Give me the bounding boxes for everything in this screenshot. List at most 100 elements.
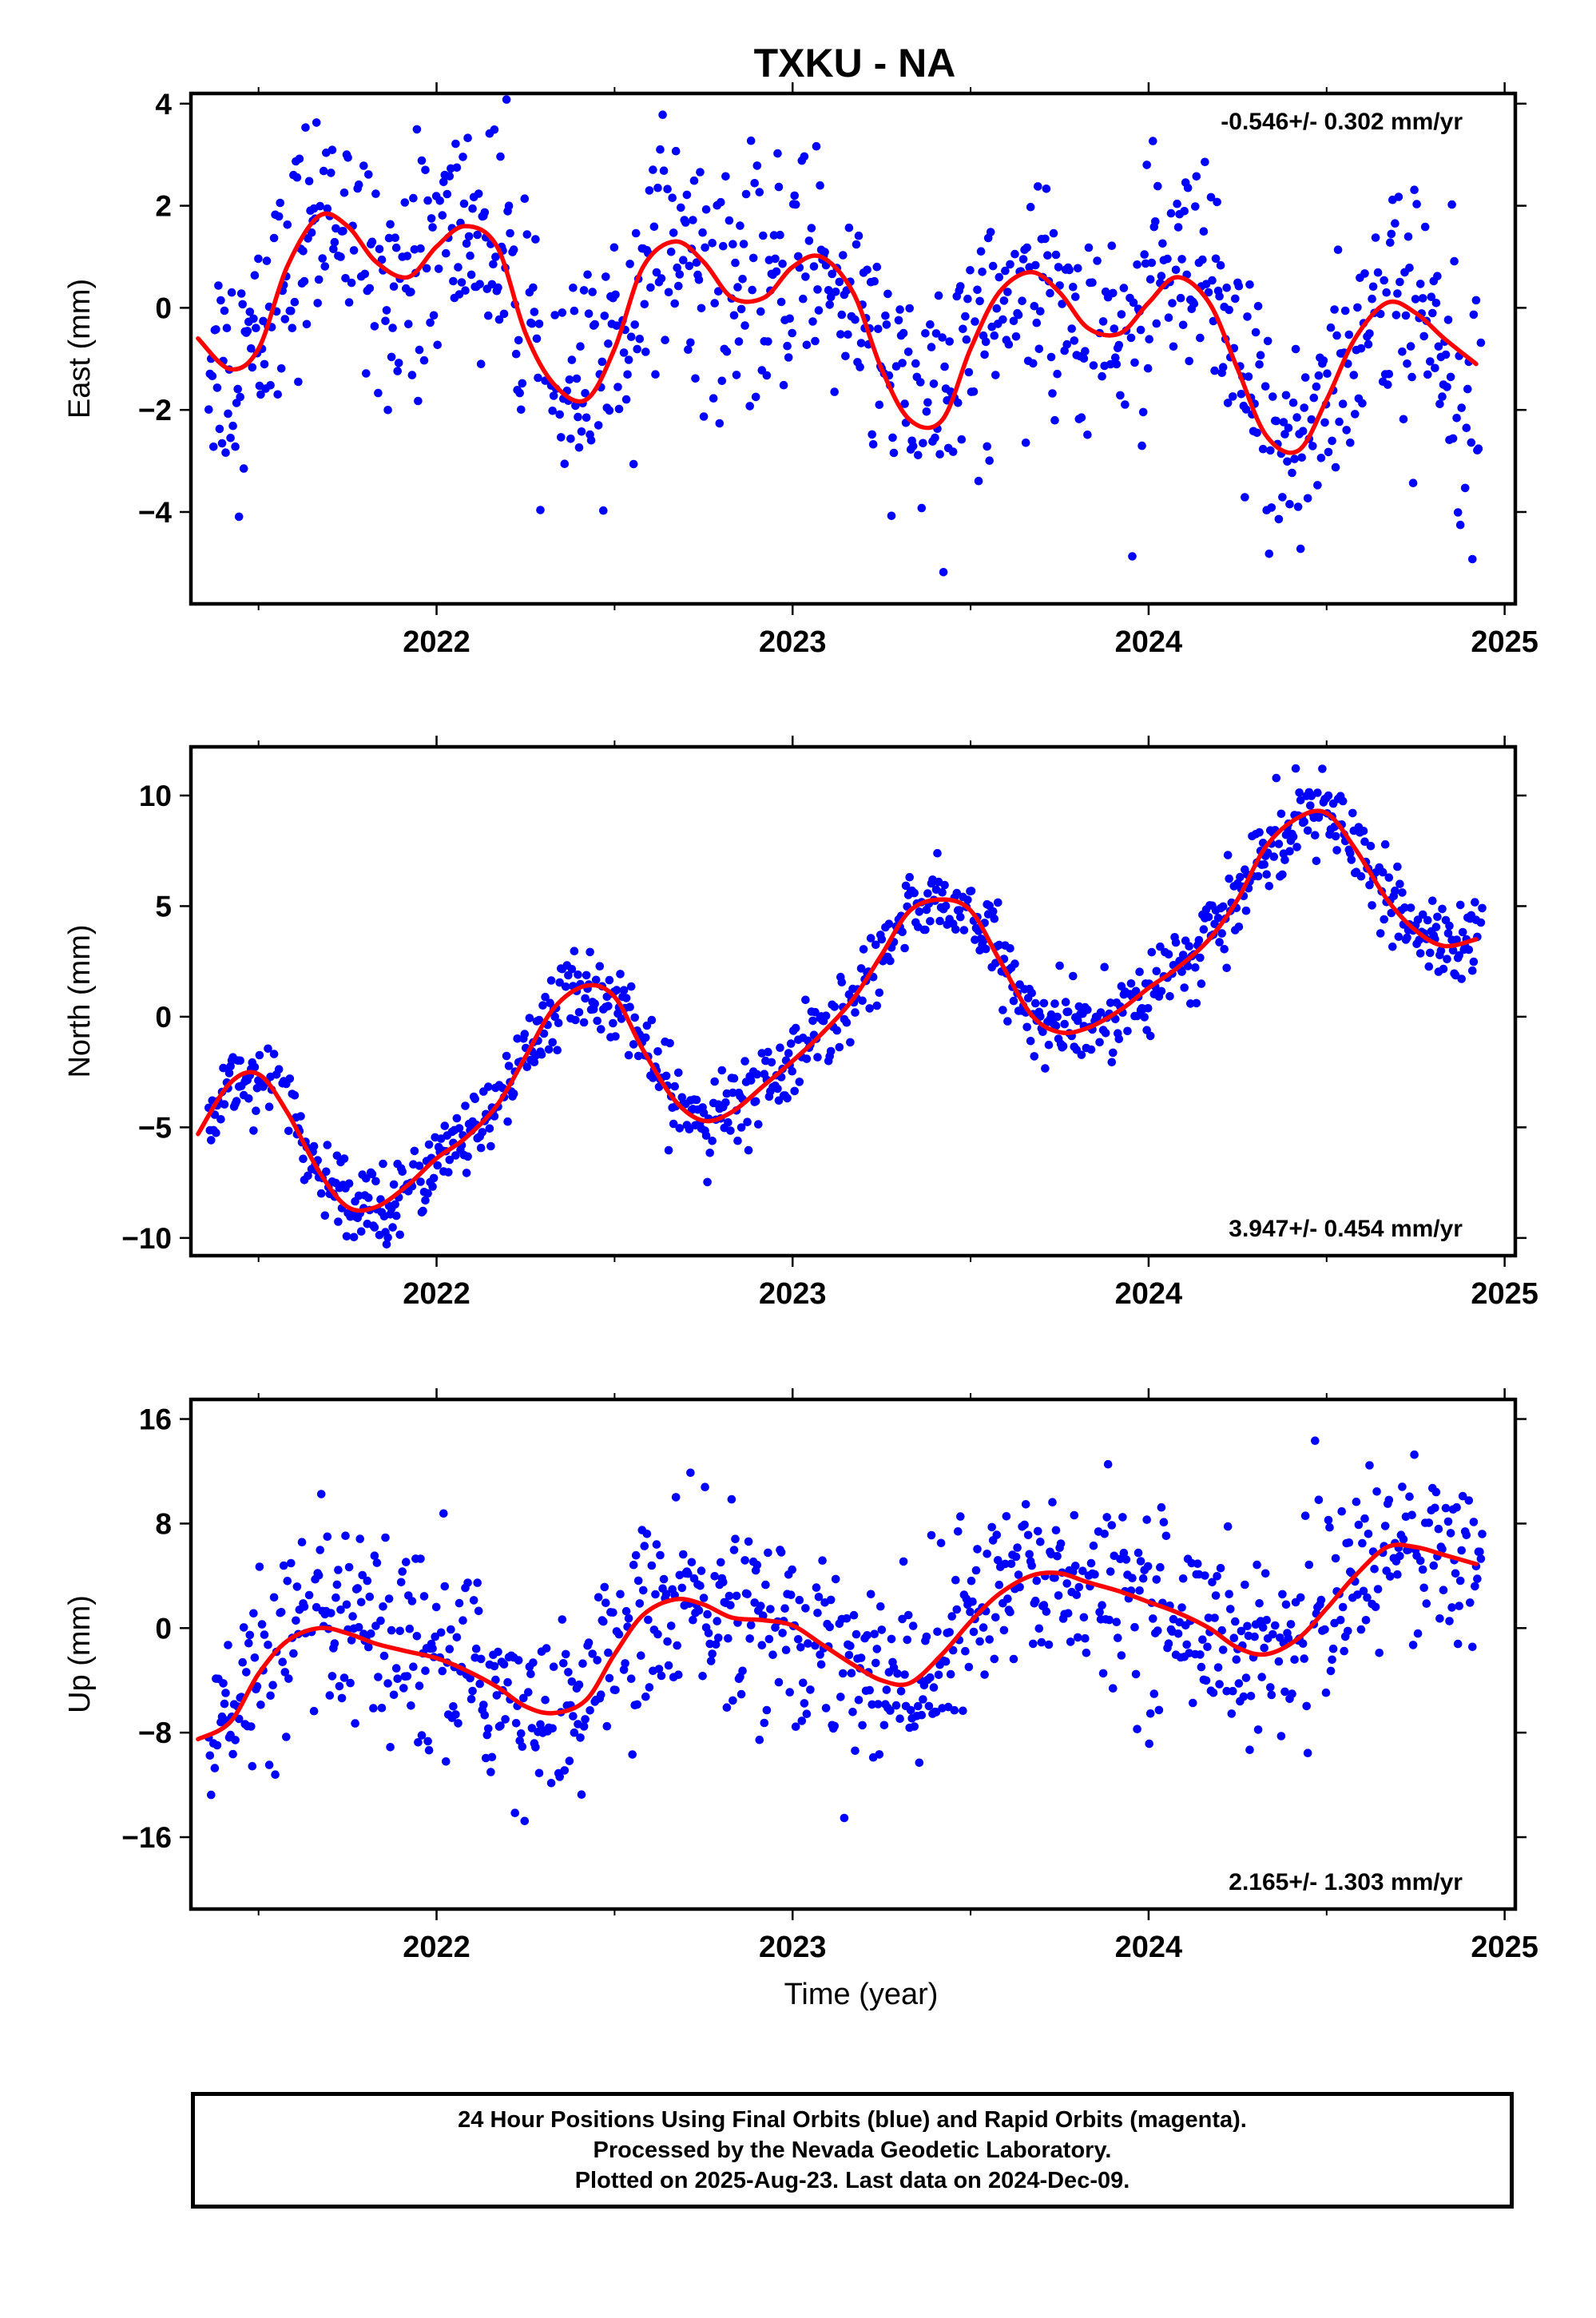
data-point	[651, 1590, 660, 1599]
data-point	[341, 1531, 350, 1540]
y-tick-label: 5	[155, 890, 172, 923]
data-point	[1002, 1512, 1011, 1521]
data-point	[1218, 363, 1228, 372]
data-point	[215, 424, 224, 434]
data-point	[642, 1530, 652, 1538]
x-tick-label: 2024	[1115, 1277, 1183, 1311]
data-point	[444, 1168, 453, 1177]
data-point	[1029, 1639, 1038, 1649]
data-point	[659, 1574, 669, 1584]
data-point	[1380, 915, 1388, 924]
data-point	[1439, 964, 1448, 974]
data-point	[1320, 418, 1329, 427]
data-point	[503, 1677, 512, 1687]
data-point	[1058, 300, 1066, 308]
data-point	[459, 153, 467, 161]
data-point	[923, 889, 932, 898]
data-point	[1391, 886, 1399, 895]
data-point	[1031, 260, 1040, 270]
data-point	[1428, 308, 1437, 318]
data-point	[463, 1578, 472, 1587]
data-point	[447, 1625, 455, 1634]
data-point	[1117, 1651, 1126, 1660]
x-tick-label: 2025	[1471, 1277, 1538, 1311]
data-point	[567, 965, 577, 974]
data-point	[395, 1626, 405, 1636]
data-point	[619, 986, 629, 994]
data-point	[1009, 316, 1018, 326]
data-point	[1351, 410, 1360, 419]
data-point	[474, 189, 483, 198]
data-point	[1107, 1058, 1117, 1067]
data-point	[1222, 963, 1231, 973]
data-point	[593, 1016, 601, 1026]
data-point	[363, 1576, 372, 1586]
data-point	[961, 312, 970, 321]
data-point	[1217, 929, 1226, 938]
data-point	[334, 1566, 343, 1574]
data-point	[966, 266, 975, 275]
data-point	[626, 332, 636, 342]
data-point	[661, 1071, 671, 1081]
data-point	[611, 290, 620, 300]
data-point	[689, 1615, 697, 1625]
data-point	[1396, 277, 1404, 287]
data-point	[1253, 1725, 1263, 1734]
data-point	[1348, 808, 1357, 818]
data-point	[466, 270, 476, 280]
data-point	[377, 1704, 387, 1713]
data-point	[1194, 935, 1204, 945]
data-point	[539, 1029, 549, 1038]
data-point	[1476, 338, 1486, 347]
data-point	[264, 1102, 274, 1111]
data-point	[854, 1696, 864, 1705]
data-point	[844, 1650, 854, 1660]
data-point	[1251, 327, 1261, 337]
data-point	[1063, 1609, 1073, 1617]
data-point	[717, 376, 727, 386]
data-point	[879, 1721, 889, 1730]
data-point	[726, 1126, 735, 1135]
data-point	[1031, 1596, 1040, 1606]
footer-line-3: Plotted on 2025-Aug-23. Last data on 202…	[574, 2168, 1130, 2193]
data-point	[518, 1742, 527, 1751]
data-points-east	[204, 95, 1486, 577]
data-point	[349, 246, 359, 255]
data-point	[1095, 1608, 1104, 1617]
data-point	[867, 1700, 876, 1709]
data-point	[740, 321, 749, 330]
data-point	[433, 340, 442, 350]
x-tick-label: 2023	[759, 1277, 827, 1311]
data-point	[1001, 1559, 1010, 1569]
data-point	[234, 512, 244, 522]
data-point	[1435, 399, 1444, 409]
data-point	[731, 1534, 740, 1543]
data-point	[1053, 1551, 1062, 1561]
data-point	[466, 1673, 474, 1683]
data-point	[260, 1630, 269, 1639]
data-point	[936, 1538, 946, 1548]
data-point	[968, 1597, 977, 1606]
data-point	[440, 1582, 450, 1591]
data-point	[705, 1149, 714, 1157]
data-point	[1093, 256, 1102, 265]
data-point	[312, 118, 321, 127]
data-point	[665, 1038, 674, 1048]
data-point	[1365, 329, 1374, 338]
data-point	[852, 1629, 861, 1639]
data-point	[1434, 1524, 1443, 1534]
data-point	[731, 258, 740, 268]
data-point	[899, 328, 908, 338]
data-point	[222, 323, 232, 333]
data-point	[1408, 1641, 1418, 1649]
data-point	[684, 345, 693, 355]
data-point	[1090, 1570, 1099, 1579]
data-point	[602, 1721, 612, 1731]
data-point	[729, 1088, 737, 1097]
data-point	[1147, 947, 1157, 957]
data-point	[694, 1606, 704, 1615]
y-tick-label: 2	[155, 190, 172, 223]
data-point	[893, 1669, 902, 1678]
data-point	[1318, 764, 1327, 773]
data-point	[1234, 281, 1244, 291]
